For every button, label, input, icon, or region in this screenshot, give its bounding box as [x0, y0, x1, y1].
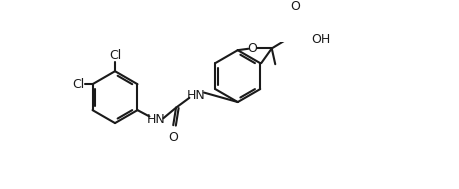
Text: Cl: Cl	[72, 78, 84, 91]
Text: Cl: Cl	[109, 49, 121, 62]
Text: O: O	[247, 42, 257, 55]
Text: HN: HN	[187, 89, 205, 102]
Text: O: O	[168, 131, 178, 144]
Text: OH: OH	[311, 33, 330, 46]
Text: O: O	[289, 0, 299, 13]
Text: HN: HN	[146, 113, 165, 126]
